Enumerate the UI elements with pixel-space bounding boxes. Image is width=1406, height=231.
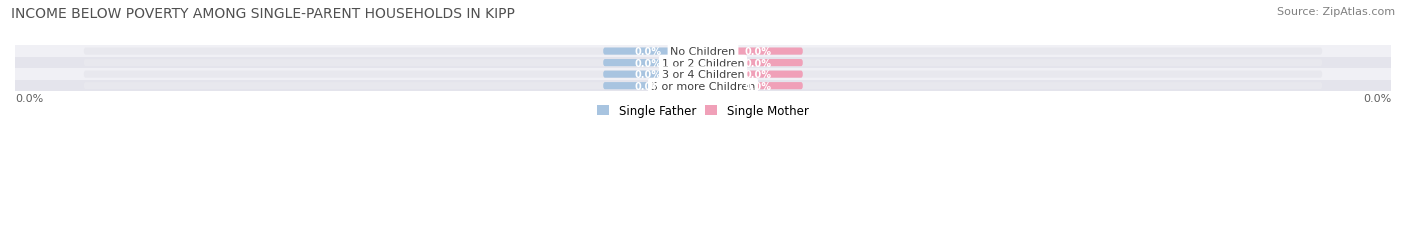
- FancyBboxPatch shape: [84, 60, 1322, 67]
- FancyBboxPatch shape: [84, 48, 1322, 55]
- Text: 0.0%: 0.0%: [15, 93, 44, 103]
- FancyBboxPatch shape: [603, 48, 693, 55]
- Bar: [15, 58, 1391, 69]
- Text: 0.0%: 0.0%: [745, 58, 772, 68]
- FancyBboxPatch shape: [713, 60, 803, 67]
- Text: 5 or more Children: 5 or more Children: [651, 81, 755, 91]
- Text: 3 or 4 Children: 3 or 4 Children: [662, 70, 744, 80]
- FancyBboxPatch shape: [84, 83, 1322, 90]
- Text: 0.0%: 0.0%: [1362, 93, 1391, 103]
- Text: 0.0%: 0.0%: [745, 81, 772, 91]
- Bar: [15, 69, 1391, 81]
- Bar: [15, 81, 1391, 92]
- Bar: [15, 46, 1391, 58]
- Legend: Single Father, Single Mother: Single Father, Single Mother: [598, 104, 808, 117]
- Text: 1 or 2 Children: 1 or 2 Children: [662, 58, 744, 68]
- FancyBboxPatch shape: [713, 48, 803, 55]
- Text: Source: ZipAtlas.com: Source: ZipAtlas.com: [1277, 7, 1395, 17]
- FancyBboxPatch shape: [84, 71, 1322, 78]
- Text: 0.0%: 0.0%: [745, 47, 772, 57]
- FancyBboxPatch shape: [713, 83, 803, 90]
- Text: INCOME BELOW POVERTY AMONG SINGLE-PARENT HOUSEHOLDS IN KIPP: INCOME BELOW POVERTY AMONG SINGLE-PARENT…: [11, 7, 515, 21]
- Text: 0.0%: 0.0%: [634, 47, 661, 57]
- Text: 0.0%: 0.0%: [634, 58, 661, 68]
- FancyBboxPatch shape: [603, 71, 693, 78]
- Text: 0.0%: 0.0%: [745, 70, 772, 80]
- FancyBboxPatch shape: [713, 71, 803, 78]
- FancyBboxPatch shape: [603, 60, 693, 67]
- Text: No Children: No Children: [671, 47, 735, 57]
- Text: 0.0%: 0.0%: [634, 70, 661, 80]
- FancyBboxPatch shape: [603, 83, 693, 90]
- Text: 0.0%: 0.0%: [634, 81, 661, 91]
